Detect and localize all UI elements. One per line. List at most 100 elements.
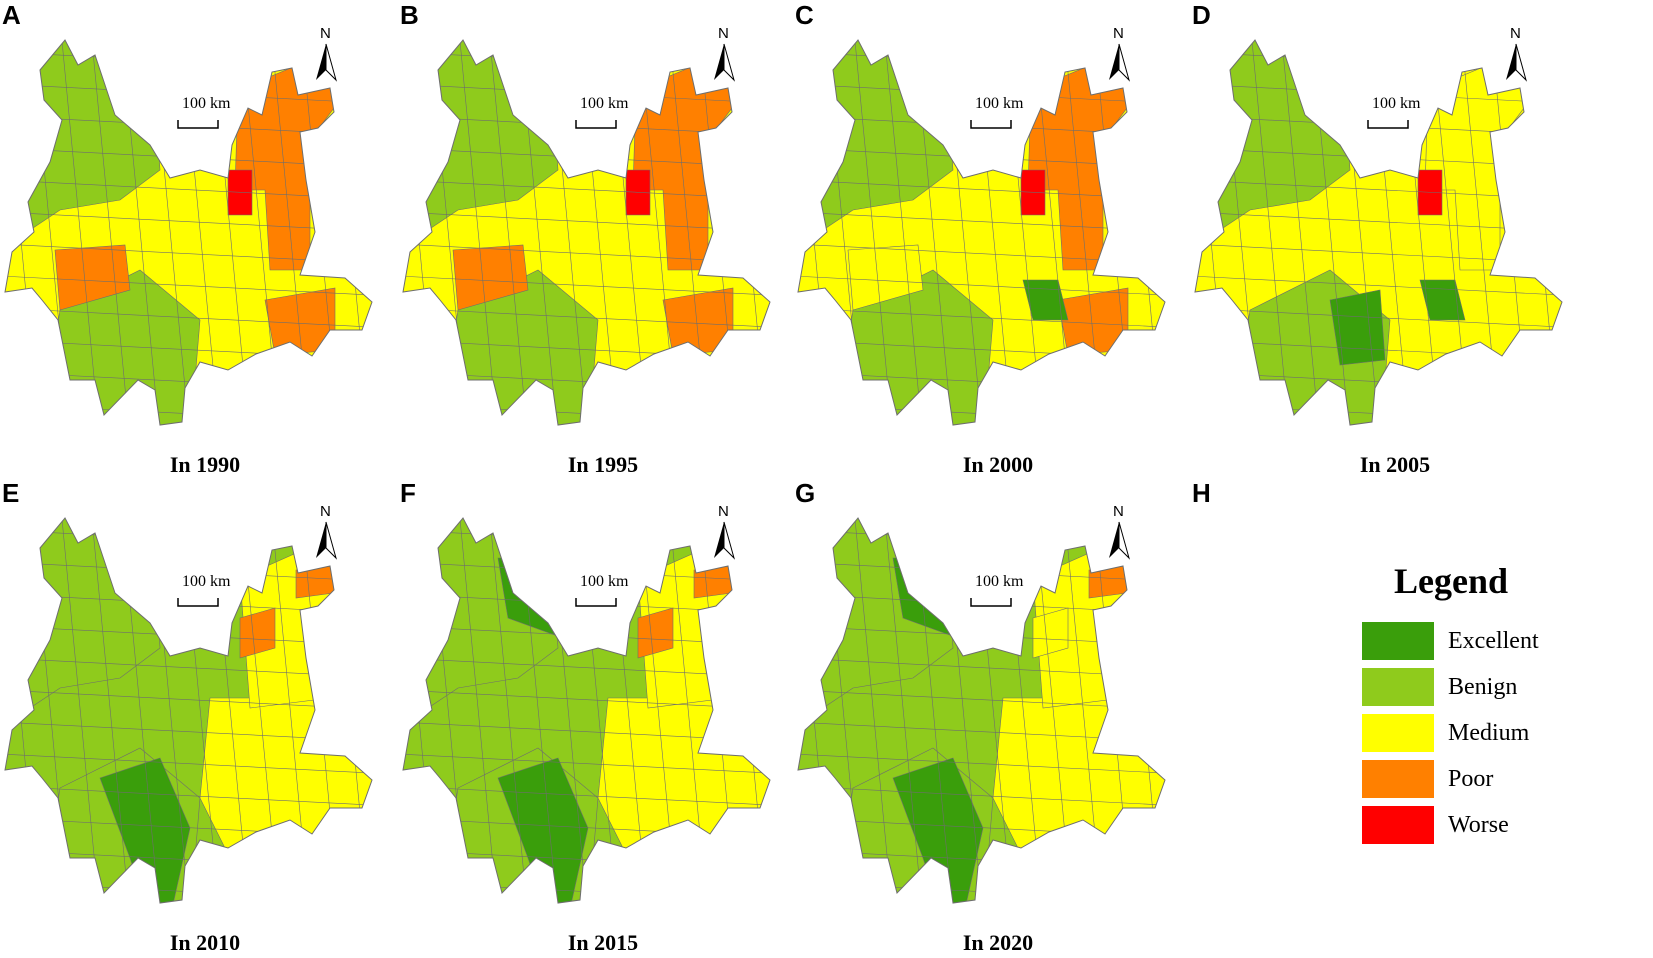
province-map: 100 km N [398,503,788,918]
county-regions [798,40,1165,425]
county-regions [793,518,1183,918]
county-boundary [1195,403,1562,425]
county-boundary [398,914,788,918]
scale-bar-label: 100 km [182,95,231,112]
county-boundary [403,849,770,871]
county-boundary [1152,40,1165,425]
panel-letter-b: B [400,0,419,30]
county-boundary [89,518,131,903]
region-poor-northeast [295,565,335,599]
legend-swatch-excellent [1362,622,1434,660]
legend: Legend Excellent Benign Medium Poor Wors… [1352,560,1592,880]
scale-bar-label: 100 km [975,573,1024,590]
scale-bar [1367,120,1409,129]
county-boundary [1122,40,1164,425]
county-boundary [1549,40,1562,425]
region-poor-northeast [1088,565,1128,599]
county-boundary [1195,307,1562,329]
north-arrow-icon-half [325,521,337,560]
county-regions [1195,40,1562,425]
county-boundary [5,275,372,297]
county-boundary [798,307,1165,329]
panel-caption-a: In 1990 [169,452,241,477]
county-boundary [798,518,1165,519]
north-arrow-icon [316,522,326,558]
county-boundary [793,914,1183,918]
region-poor-southeast [264,287,336,356]
region-excellent-south [99,757,191,903]
county-boundary [798,881,1165,903]
county-boundary [359,518,372,903]
province-outline [4,517,373,904]
region-poor-southeast [662,287,734,356]
panel-letter-e: E [2,478,20,508]
north-arrow-icon [1109,522,1119,558]
county-boundary [403,307,770,329]
panel-caption-f: In 2015 [567,930,639,955]
map-panel-a: A 100 km N In 1990 [0,0,410,478]
county-boundary [798,403,1165,425]
north-arrow-icon-half [1118,43,1130,82]
scale-bar [575,598,617,607]
county-boundary [5,371,372,393]
map-panel-d: D 100 km N In 2005 [1190,0,1600,478]
county-boundary [798,275,1165,297]
region-excellent-south [892,757,984,903]
region-poor-southeast [1057,287,1129,356]
north-arrow-icon-half [723,43,735,82]
map-panel-e: E 100 km N In 2010 [0,478,410,956]
province-map: 100 km N [0,503,390,918]
legend-swatch-poor [1362,760,1434,798]
county-boundary [882,518,924,903]
county-boundary [5,849,372,871]
legend-title: Legend [1394,561,1509,601]
county-boundary [403,40,770,41]
region-poor-north [637,607,674,659]
scale-bar-label: 100 km [580,573,629,590]
legend-label-excellent: Excellent [1448,628,1539,654]
province-map: 100 km N [398,25,788,440]
county-boundary [329,518,371,903]
county-boundary [882,40,924,425]
county-boundary [757,40,770,425]
map-panel-b: B 100 km N In 1995 [398,0,808,478]
north-arrow-icon [316,44,326,80]
region-poor-west [54,244,131,311]
county-boundary [852,40,894,425]
panel-letter-h: H [1192,478,1211,508]
scale-bar-label: 100 km [1372,95,1421,112]
province-map: 100 km N [793,503,1183,918]
panel-letter-f: F [400,478,416,508]
county-boundary [89,40,131,425]
county-boundary [59,518,101,903]
county-boundary [5,753,372,775]
legend-swatch-medium [1362,714,1434,752]
county-boundary [59,40,101,425]
legend-label-poor: Poor [1448,766,1494,792]
north-arrow-label: N [718,25,729,42]
county-boundary [727,40,769,425]
region-excellent-central [1329,289,1386,366]
scale-bar-label: 100 km [182,573,231,590]
province-outline [4,39,373,426]
panel-caption-e: In 2010 [169,930,241,955]
county-boundary [5,40,372,41]
county-boundary [1122,518,1164,903]
county-boundary [403,371,770,393]
map-panel-h: H [1190,478,1600,956]
region-excellent-south [1022,279,1069,321]
county-boundary [798,753,1165,775]
panel-letter-g: G [795,478,816,508]
county-boundary [0,436,390,440]
north-arrow-icon [714,44,724,80]
county-boundary [398,436,788,440]
county-boundary [487,40,529,425]
province-map: 100 km N [797,25,1166,426]
north-arrow-icon-half [325,43,337,82]
county-boundary [0,914,390,918]
region-poor-northeast [693,565,733,599]
county-boundary [798,40,1165,41]
county-regions [0,518,390,918]
panel-caption-c: In 2000 [962,452,1034,477]
legend-item-worse: Worse [1362,806,1592,844]
